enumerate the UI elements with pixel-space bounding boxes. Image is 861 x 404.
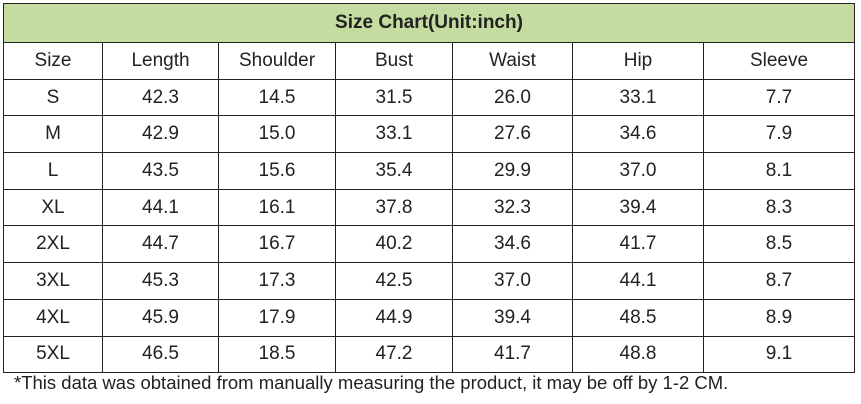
header-row: Size Length Shoulder Bust Waist Hip Sleeve [3, 42, 855, 80]
size-cell: 4XL [3, 298, 103, 337]
value-cell: 17.9 [218, 298, 336, 337]
table-row: 2XL 44.7 16.7 40.2 34.6 41.7 8.5 [3, 225, 855, 264]
value-cell: 42.3 [102, 78, 219, 117]
value-cell: 8.9 [703, 298, 855, 337]
size-table: Size Chart(Unit:inch) Size Length Shoulder… [3, 3, 855, 374]
size-cell: 3XL [3, 262, 103, 300]
header-cell: Length [102, 42, 219, 80]
value-cell: 16.7 [218, 225, 336, 264]
value-cell: 35.4 [335, 152, 453, 190]
table-row: M 42.9 15.0 33.1 27.6 34.6 7.9 [3, 115, 855, 154]
size-cell: M [3, 115, 103, 154]
size-cell: S [3, 78, 103, 117]
value-cell: 40.2 [335, 225, 453, 264]
table-body: S 42.3 14.5 31.5 26.0 33.1 7.7 M 42.9 15.0 33.1 27.… [3, 78, 855, 374]
value-cell: 15.0 [218, 115, 336, 154]
size-cell: 2XL [3, 225, 103, 264]
value-cell: 37.0 [452, 262, 573, 300]
table-title: Size Chart(Unit:inch) [3, 3, 855, 43]
header-cell: Size [3, 42, 103, 80]
footnote: *This data was obtained from manually me… [14, 372, 729, 393]
value-cell: 34.6 [572, 115, 704, 154]
value-cell: 8.1 [703, 152, 855, 190]
value-cell: 44.1 [102, 188, 219, 227]
value-cell: 18.5 [218, 335, 336, 374]
header-cell: Bust [335, 42, 453, 80]
value-cell: 26.0 [452, 78, 573, 117]
value-cell: 7.7 [703, 78, 855, 117]
value-cell: 39.4 [452, 298, 573, 337]
value-cell: 32.3 [452, 188, 573, 227]
table-row: 3XL 45.3 17.3 42.5 37.0 44.1 8.7 [3, 262, 855, 300]
value-cell: 7.9 [703, 115, 855, 154]
value-cell: 43.5 [102, 152, 219, 190]
table-row: 5XL 46.5 18.5 47.2 41.7 48.8 9.1 [3, 335, 855, 374]
value-cell: 14.5 [218, 78, 336, 117]
value-cell: 46.5 [102, 335, 219, 374]
size-cell: XL [3, 188, 103, 227]
value-cell: 9.1 [703, 335, 855, 374]
size-cell: 5XL [3, 335, 103, 374]
title-row: Size Chart(Unit:inch) [3, 3, 855, 43]
header-cell: Sleeve [703, 42, 855, 80]
value-cell: 29.9 [452, 152, 573, 190]
table-row: L 43.5 15.6 35.4 29.9 37.0 8.1 [3, 152, 855, 190]
value-cell: 42.5 [335, 262, 453, 300]
value-cell: 45.3 [102, 262, 219, 300]
value-cell: 37.0 [572, 152, 704, 190]
value-cell: 34.6 [452, 225, 573, 264]
value-cell: 31.5 [335, 78, 453, 117]
value-cell: 37.8 [335, 188, 453, 227]
value-cell: 41.7 [572, 225, 704, 264]
header-cell: Waist [452, 42, 573, 80]
value-cell: 33.1 [335, 115, 453, 154]
header-cell: Hip [572, 42, 704, 80]
value-cell: 8.3 [703, 188, 855, 227]
value-cell: 48.5 [572, 298, 704, 337]
value-cell: 47.2 [335, 335, 453, 374]
value-cell: 15.6 [218, 152, 336, 190]
value-cell: 44.1 [572, 262, 704, 300]
table-row: S 42.3 14.5 31.5 26.0 33.1 7.7 [3, 78, 855, 117]
value-cell: 16.1 [218, 188, 336, 227]
value-cell: 8.5 [703, 225, 855, 264]
value-cell: 8.7 [703, 262, 855, 300]
value-cell: 44.7 [102, 225, 219, 264]
value-cell: 42.9 [102, 115, 219, 154]
value-cell: 39.4 [572, 188, 704, 227]
value-cell: 41.7 [452, 335, 573, 374]
table-row: XL 44.1 16.1 37.8 32.3 39.4 8.3 [3, 188, 855, 227]
value-cell: 33.1 [572, 78, 704, 117]
value-cell: 45.9 [102, 298, 219, 337]
header-cell: Shoulder [218, 42, 336, 80]
value-cell: 44.9 [335, 298, 453, 337]
size-cell: L [3, 152, 103, 190]
value-cell: 48.8 [572, 335, 704, 374]
size-chart: Size Chart(Unit:inch) Size Length Shoulder… [3, 3, 855, 374]
value-cell: 17.3 [218, 262, 336, 300]
table-row: 4XL 45.9 17.9 44.9 39.4 48.5 8.9 [3, 298, 855, 337]
value-cell: 27.6 [452, 115, 573, 154]
